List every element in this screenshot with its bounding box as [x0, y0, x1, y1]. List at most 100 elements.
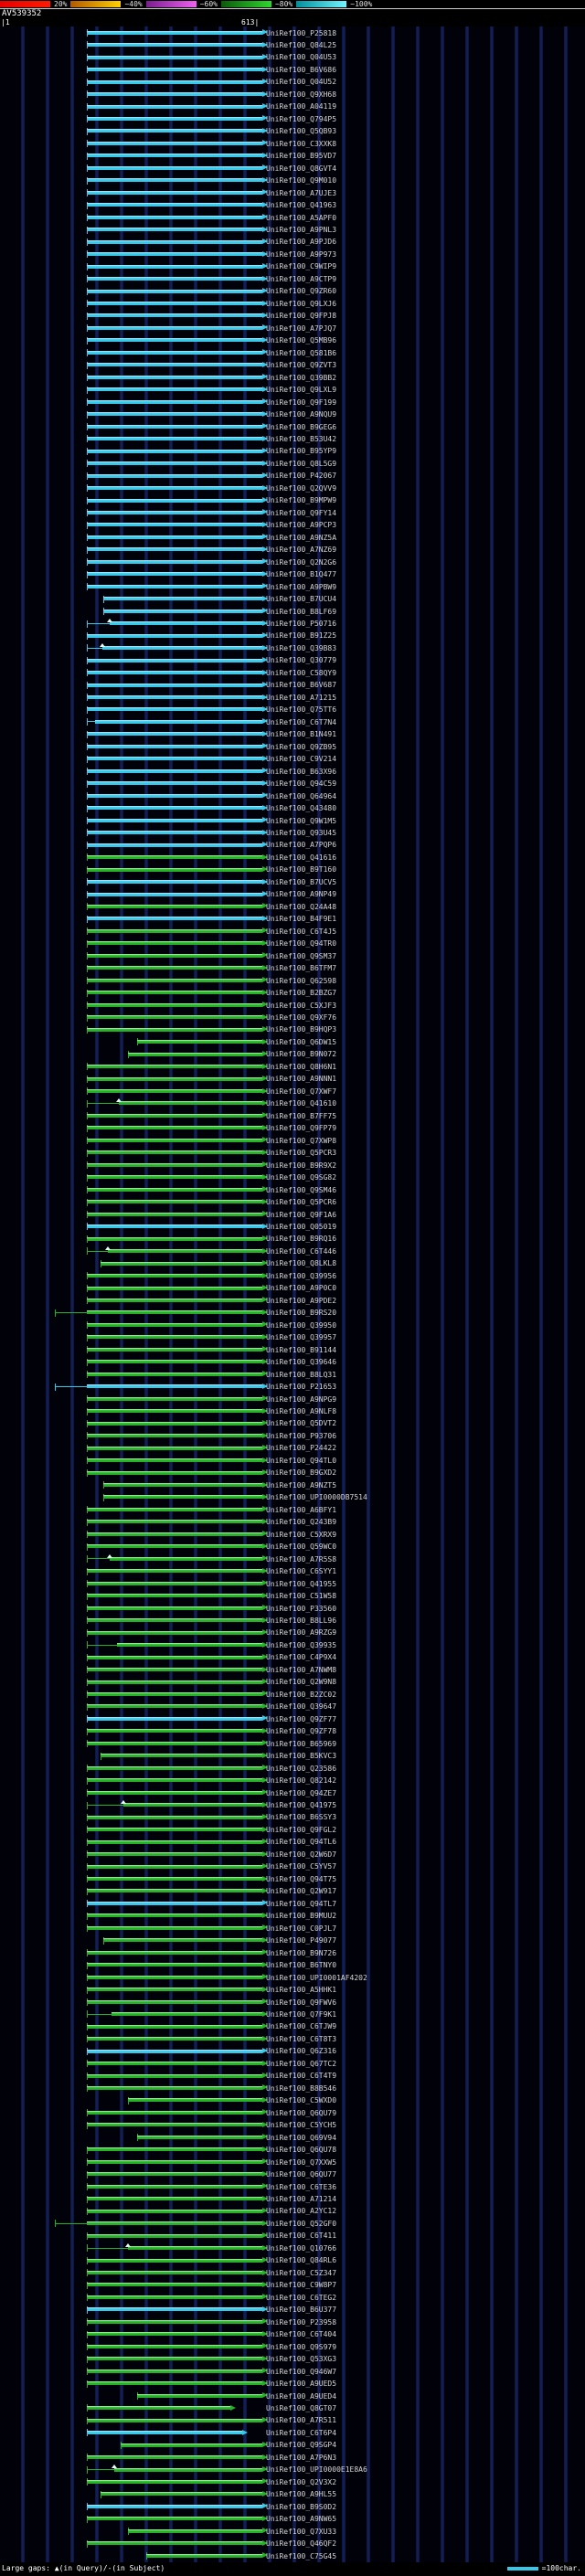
alignment-bar[interactable] [87, 437, 262, 441]
alignment-bar[interactable] [87, 1076, 262, 1081]
hit-label[interactable]: UniRef100_P50716 [266, 620, 337, 628]
alignment-bar[interactable] [87, 92, 262, 97]
hit-label[interactable]: UniRef100_Q39956 [266, 1271, 337, 1280]
alignment-bar[interactable] [87, 1913, 262, 1918]
hit-label[interactable]: UniRef100_Q9M010 [266, 176, 337, 186]
hit-label[interactable]: UniRef100_Q46QF2 [266, 2539, 337, 2549]
hit-label[interactable]: UniRef100_C4P9X4 [266, 1653, 337, 1662]
alignment-bar[interactable] [87, 2369, 262, 2373]
hit-label[interactable]: UniRef100_Q2QVV9 [266, 483, 337, 493]
alignment-bar[interactable] [87, 928, 262, 933]
alignment-bar[interactable] [87, 2406, 230, 2411]
alignment-bar[interactable] [87, 1569, 262, 1574]
hit-label[interactable]: UniRef100_Q9SM37 [266, 951, 337, 960]
hit-label[interactable]: UniRef100_Q9FPJ8 [266, 312, 337, 321]
alignment-bar[interactable] [87, 1532, 262, 1536]
hit-label[interactable]: UniRef100_C6T6P4 [266, 2428, 337, 2437]
hit-label[interactable]: UniRef100_B8LL96 [266, 1616, 337, 1625]
alignment-bar[interactable] [87, 2295, 262, 2299]
hit-label[interactable]: UniRef100_Q2V3X2 [266, 2477, 337, 2486]
alignment-bar[interactable] [87, 1458, 262, 1463]
hit-label[interactable]: UniRef100_Q5PCR6 [266, 1198, 337, 1207]
hit-label[interactable]: UniRef100_B53U42 [266, 434, 337, 443]
hit-label[interactable]: UniRef100_Q64964 [266, 791, 337, 800]
hit-label[interactable]: UniRef100_A9P973 [266, 249, 337, 259]
hit-label[interactable]: UniRef100_B95VD7 [266, 152, 337, 161]
hit-label[interactable]: UniRef100_C6T404 [266, 2330, 337, 2339]
alignment-bar[interactable] [87, 80, 262, 84]
alignment-bar[interactable] [87, 2184, 262, 2189]
hit-label[interactable]: UniRef100_B91144 [266, 1345, 337, 1354]
alignment-bar[interactable] [87, 1434, 262, 1438]
alignment-bar[interactable] [87, 412, 262, 417]
hit-label[interactable]: UniRef100_C6T4J5 [266, 927, 337, 936]
alignment-bar[interactable] [137, 2135, 262, 2139]
hit-label[interactable]: UniRef100_C5YCH5 [266, 2121, 337, 2130]
hit-label[interactable]: UniRef100_A9P0C0 [266, 1284, 337, 1293]
alignment-bar[interactable] [87, 818, 262, 822]
alignment-bar[interactable] [87, 1668, 262, 1672]
alignment-bar[interactable] [121, 2443, 262, 2447]
hit-label[interactable]: UniRef100_A7PJQ7 [266, 323, 337, 333]
hit-label[interactable]: UniRef100_C6T411 [266, 2231, 337, 2241]
alignment-bar[interactable] [87, 68, 262, 72]
hit-label[interactable]: UniRef100_Q9FGL2 [266, 1825, 337, 1834]
hit-label[interactable]: UniRef100_C5Z347 [266, 2268, 337, 2277]
hit-label[interactable]: UniRef100_Q6DW15 [266, 1037, 337, 1046]
hit-label[interactable]: UniRef100_C9W8P7 [266, 2281, 337, 2290]
hit-label[interactable]: UniRef100_Q6QU78 [266, 2146, 337, 2155]
alignment-bar[interactable] [87, 1384, 262, 1389]
hit-label[interactable]: UniRef100_Q8H6N1 [266, 1062, 337, 1071]
hit-label[interactable]: UniRef100_B2BZG7 [266, 989, 337, 998]
hit-label[interactable]: UniRef100_B9RQ16 [266, 1235, 337, 1244]
alignment-bar[interactable] [87, 1200, 262, 1204]
hit-label[interactable]: UniRef100_Q94TR0 [266, 939, 337, 949]
alignment-bar[interactable] [123, 1803, 262, 1807]
alignment-bar[interactable] [87, 1065, 262, 1069]
alignment-bar[interactable] [101, 1754, 262, 1758]
hit-label[interactable]: UniRef100_B1N491 [266, 730, 337, 739]
alignment-bar[interactable] [128, 2246, 262, 2251]
alignment-bar[interactable] [87, 375, 262, 379]
alignment-bar[interactable] [87, 1729, 262, 1733]
alignment-bar[interactable] [87, 671, 262, 675]
hit-label[interactable]: UniRef100_A9PNL3 [266, 226, 337, 234]
alignment-bar[interactable] [87, 1322, 262, 1327]
alignment-bar[interactable] [87, 2431, 242, 2435]
alignment-bar[interactable] [87, 2418, 262, 2422]
hit-label[interactable]: UniRef100_Q9F199 [266, 398, 337, 407]
hit-label[interactable]: UniRef100_Q05019 [266, 1222, 337, 1231]
alignment-bar[interactable] [146, 2553, 262, 2558]
alignment-bar[interactable] [87, 867, 262, 872]
hit-label[interactable]: UniRef100_B9HQP3 [266, 1025, 337, 1034]
alignment-bar[interactable] [87, 399, 262, 404]
hit-label[interactable]: UniRef100_A2YC12 [266, 2207, 337, 2216]
alignment-bar[interactable] [87, 2085, 262, 2090]
hit-label[interactable]: UniRef100_UPI0000E1E8A6 [266, 2465, 367, 2475]
hit-label[interactable]: UniRef100_Q9SM46 [266, 1185, 337, 1194]
alignment-bar[interactable] [87, 1027, 262, 1032]
hit-label[interactable]: UniRef100_C5YV57 [266, 1862, 337, 1871]
hit-label[interactable]: UniRef100_Q41610 [266, 1099, 337, 1108]
alignment-bar[interactable] [87, 1224, 262, 1229]
alignment-bar[interactable] [87, 633, 262, 638]
hit-label[interactable]: UniRef100_Q67TC2 [266, 2059, 337, 2068]
alignment-bar[interactable] [87, 1298, 262, 1302]
alignment-bar[interactable] [87, 1396, 262, 1401]
hit-label[interactable]: UniRef100_A7NWM8 [266, 1665, 337, 1674]
hit-label[interactable]: UniRef100_Q6Z316 [266, 2047, 337, 2056]
hit-label[interactable]: UniRef100_B5KVC3 [266, 1752, 337, 1761]
alignment-bar[interactable] [87, 966, 262, 970]
alignment-bar[interactable] [87, 1113, 262, 1118]
hit-label[interactable]: UniRef100_A5APF0 [266, 213, 337, 222]
alignment-bar[interactable] [87, 1089, 262, 1093]
hit-label[interactable]: UniRef100_Q8L5G9 [266, 459, 337, 468]
hit-label[interactable]: UniRef100_A7NZ69 [266, 546, 337, 555]
hit-label[interactable]: UniRef100_C6T8T3 [266, 2034, 337, 2043]
alignment-bar[interactable] [87, 523, 262, 527]
alignment-bar[interactable] [87, 129, 262, 133]
hit-label[interactable]: UniRef100_Q39950 [266, 1320, 337, 1330]
alignment-bar[interactable] [101, 2492, 262, 2496]
hit-label[interactable]: UniRef100_A7UJE3 [266, 188, 337, 197]
hit-label[interactable]: UniRef100_A9UED5 [266, 2380, 337, 2389]
